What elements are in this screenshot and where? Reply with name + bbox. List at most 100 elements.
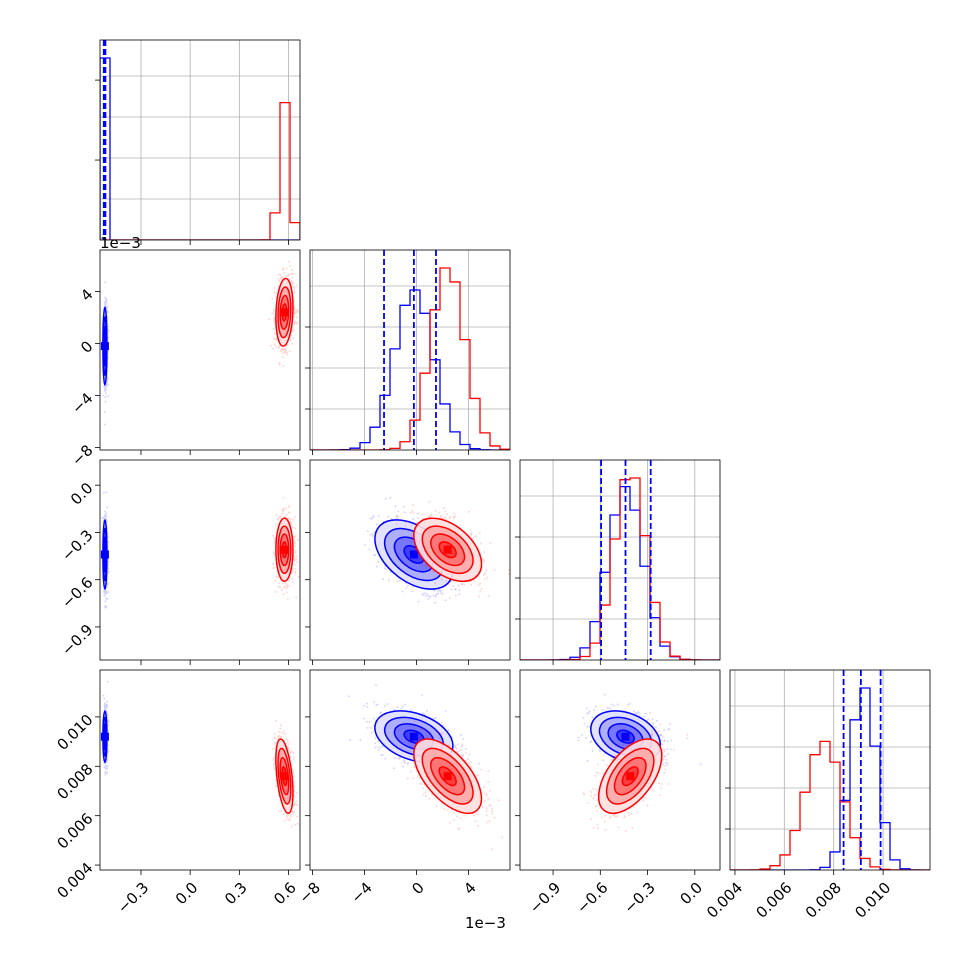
x-tick-label: 0.008 [802, 879, 845, 922]
contour-line [279, 533, 290, 567]
x-offset-label: 1e−3 [465, 914, 506, 932]
y-tick-label: 0.010 [53, 711, 96, 754]
panel-frame [99, 669, 301, 871]
contour-line [281, 766, 288, 787]
ticks-1-1 [305, 326, 469, 455]
contour-line [102, 306, 108, 386]
density-peak [409, 732, 418, 741]
contour-line [281, 303, 288, 322]
panel-2-1 [364, 497, 510, 604]
histogram-2 [520, 460, 720, 660]
x-tick-label: 0.004 [703, 879, 746, 922]
contour-line [605, 747, 655, 805]
panel-frame [99, 459, 301, 661]
panel-1-0 [100, 260, 299, 426]
histogram-step [520, 477, 720, 660]
density-peak [626, 772, 635, 781]
contour-line [275, 738, 294, 814]
ticks-2-1 [305, 484, 469, 665]
contour-line [277, 747, 292, 805]
panel-frame [99, 39, 301, 241]
panel-3-2 [577, 693, 702, 832]
ticks-2-2 [515, 536, 696, 665]
panel-frame [309, 249, 511, 451]
contour-line [430, 756, 466, 796]
contour-line [430, 533, 466, 567]
y-tick-label: 0.004 [53, 859, 96, 902]
contour-line [281, 541, 288, 559]
y-tick-label: 0.0 [67, 479, 97, 509]
ticks-0-0 [95, 79, 289, 245]
x-tick-label: 0.3 [221, 879, 251, 909]
x-tick-label: 4 [460, 879, 479, 898]
contour-line [413, 738, 483, 814]
histogram-step [310, 267, 510, 450]
x-tick-label: 0.006 [753, 879, 796, 922]
panel-3-1 [348, 684, 504, 851]
contour-line [102, 710, 108, 764]
contour-line [275, 277, 294, 347]
x-tick-label: −0.3 [620, 879, 658, 917]
x-tick-label: 0 [408, 879, 427, 898]
contour-line [279, 294, 290, 330]
density-peak [443, 545, 452, 554]
panel-frame [309, 459, 511, 661]
ticks-1-0 [95, 291, 289, 455]
histogram-step [730, 687, 930, 870]
histogram-step [100, 101, 300, 240]
y-tick-label: 0.008 [53, 760, 96, 803]
y-tick-label: 4 [77, 285, 96, 304]
y-tick-label: −0.9 [58, 621, 96, 659]
grid-1 [310, 250, 510, 450]
ticks-3-1 [305, 716, 469, 875]
contour-line [102, 519, 108, 590]
y-tick-label: 0 [77, 337, 96, 356]
contour-line [438, 541, 457, 559]
x-tick-label: 0.0 [677, 879, 707, 909]
x-tick-label: −0.3 [114, 879, 152, 917]
panel-frame [519, 669, 721, 871]
ticks-3-0 [95, 716, 289, 875]
contour-line [621, 766, 639, 787]
histogram-step [730, 740, 930, 870]
density-peak [280, 545, 289, 554]
density-peak [409, 550, 418, 559]
x-tick-label: 0.010 [851, 879, 894, 922]
panel-2-0 [100, 491, 300, 609]
ticks-3-2 [515, 716, 696, 875]
density-peak [621, 732, 630, 741]
contour-line [616, 729, 635, 744]
contour-line [421, 525, 474, 575]
panel-frame [519, 459, 721, 661]
x-tick-label: −8 [296, 879, 324, 907]
ticks-3-3 [725, 746, 884, 875]
contour-line [277, 286, 292, 339]
y-tick-label: −4 [68, 389, 96, 417]
histogram-3 [730, 670, 930, 870]
panel-frame [309, 669, 511, 871]
contour-line [277, 525, 292, 575]
y-tick-label: −8 [68, 441, 96, 469]
x-tick-label: 0.0 [172, 879, 202, 909]
x-tick-label: −0.9 [526, 879, 564, 917]
panel-3-0 [100, 680, 299, 828]
panel-frame [729, 669, 931, 871]
y-tick-label: −0.3 [58, 526, 96, 564]
density-peak [280, 772, 289, 781]
histogram-0 [100, 40, 300, 240]
panel-frame [99, 249, 301, 451]
grid-3 [730, 670, 930, 870]
y-offset-label: 1e−3 [100, 234, 141, 252]
histogram-1 [310, 250, 510, 450]
x-tick-label: −4 [347, 879, 375, 907]
contour-line [613, 756, 647, 796]
contour-line [421, 747, 474, 805]
density-peak [280, 308, 289, 317]
y-tick-label: −0.6 [58, 574, 96, 612]
grid-0 [100, 40, 300, 240]
density-peak [443, 772, 452, 781]
ticks-2-0 [95, 484, 289, 665]
contour-line [413, 517, 483, 583]
contour-line [438, 766, 457, 787]
